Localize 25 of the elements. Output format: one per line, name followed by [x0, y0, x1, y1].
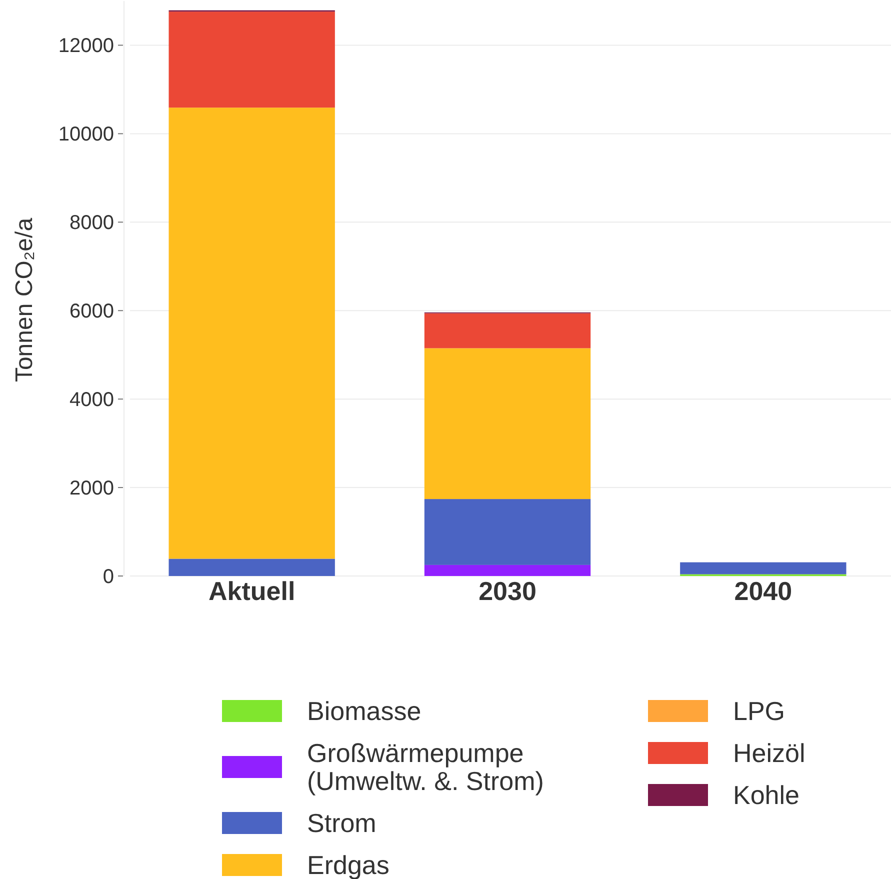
- legend-label: LPG: [733, 696, 786, 726]
- y-axis-title: Tonnen CO₂e/a: [11, 217, 38, 382]
- bar: [168, 12, 335, 108]
- legend-label: Kohle: [733, 780, 800, 810]
- legend-label: Biomasse: [307, 696, 422, 726]
- y-tick-label: 8000: [70, 212, 114, 234]
- y-tick-label: 12000: [58, 35, 114, 58]
- y-tick-label: 0: [102, 566, 114, 588]
- bar: [424, 348, 591, 500]
- y-tick-label: 4000: [70, 389, 114, 412]
- bar: [168, 558, 335, 576]
- bar: [424, 564, 591, 576]
- y-tick-label: 10000: [58, 124, 114, 146]
- bar: [680, 562, 846, 574]
- legend-label: Strom: [307, 808, 376, 838]
- bar: [424, 499, 591, 565]
- x-tick-label: 2030: [478, 576, 536, 606]
- legend-label: Großwärmepumpe (Umweltw. &. Strom): [307, 738, 544, 796]
- bar: [168, 108, 335, 559]
- y-tick-label: 2000: [70, 478, 114, 500]
- bar: [424, 313, 591, 348]
- x-tick-label: Aktuell: [208, 576, 296, 606]
- x-tick-label: 2040: [734, 576, 792, 606]
- y-tick-label: 6000: [70, 300, 114, 323]
- legend-label: Heizöl: [733, 738, 806, 768]
